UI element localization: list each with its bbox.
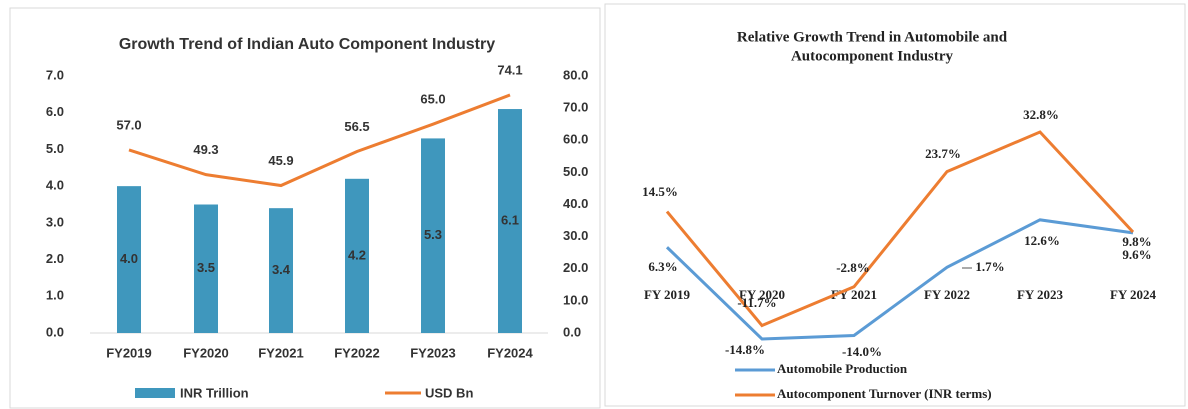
bar-label: 3.5	[197, 260, 215, 275]
left-chart: Growth Trend of Indian Auto Component In…	[46, 36, 588, 400]
bar	[345, 178, 369, 333]
right-frame	[604, 3, 1186, 407]
x-tick-label: FY2020	[183, 345, 229, 360]
data-label: 6.3%	[648, 259, 677, 274]
y-tick-label: 7.0	[46, 67, 64, 82]
chart-title: Autocomponent Industry	[791, 48, 954, 64]
line	[665, 218, 1134, 341]
y2-tick-label: 20.0	[563, 260, 588, 275]
line-label: 65.0	[420, 92, 445, 107]
y-tick-label: 1.0	[46, 288, 64, 303]
left-frame	[9, 7, 601, 409]
chart-title: Growth Trend of Indian Auto Component In…	[119, 36, 495, 53]
line	[128, 93, 511, 188]
y-tick-label: 2.0	[46, 251, 64, 266]
x-tick-label: FY2023	[410, 345, 456, 360]
data-label: 32.8%	[1023, 107, 1059, 122]
y2-tick-label: 50.0	[563, 164, 588, 179]
data-label: 1.7%	[975, 259, 1004, 274]
y-tick-label: 5.0	[46, 141, 64, 156]
y2-tick-label: 30.0	[563, 228, 588, 243]
y-tick-label: 4.0	[46, 178, 64, 193]
legend-label: USD Bn	[425, 385, 473, 400]
data-label: 12.6%	[1024, 233, 1060, 248]
line	[665, 130, 1135, 328]
bar	[421, 138, 445, 333]
data-label: 9.6%	[1122, 247, 1151, 262]
x-tick-label: FY 2019	[644, 287, 691, 302]
bar	[498, 109, 522, 334]
chart-title: Relative Growth Trend in Automobile and	[737, 29, 1008, 45]
legend-label: Automobile Production	[777, 361, 908, 376]
data-label: 14.5%	[642, 184, 678, 199]
x-tick-label: FY 2022	[924, 287, 970, 302]
data-label: 23.7%	[925, 146, 961, 161]
legend-label: Autocomponent Turnover (INR terms)	[777, 386, 992, 401]
bar	[269, 208, 293, 333]
bar-label: 3.4	[272, 262, 291, 277]
y2-tick-label: 10.0	[563, 292, 588, 307]
y2-tick-label: 60.0	[563, 132, 588, 147]
bar-label: 5.3	[424, 227, 442, 242]
data-label: -14.0%	[842, 344, 882, 359]
y2-tick-label: 0.0	[563, 324, 581, 339]
right-chart: Relative Growth Trend in Automobile and …	[642, 29, 1156, 401]
y2-tick-label: 40.0	[563, 196, 588, 211]
legend-label: INR Trillion	[180, 385, 249, 400]
data-label: -14.8%	[725, 342, 765, 357]
line-label: 56.5	[344, 119, 369, 134]
x-tick-label: FY2019	[106, 345, 152, 360]
line-label: 57.0	[116, 117, 141, 132]
legend-swatch	[135, 388, 175, 398]
y2-tick-label: 80.0	[563, 67, 588, 82]
bar	[117, 186, 141, 333]
bar-label: 6.1	[501, 212, 519, 227]
data-label: 9.8%	[1122, 234, 1151, 249]
x-tick-label: FY 2020	[739, 287, 785, 302]
line-label: 45.9	[268, 153, 293, 168]
y2-tick-label: 70.0	[563, 100, 588, 115]
y-tick-label: 6.0	[46, 104, 64, 119]
x-tick-label: FY 2023	[1017, 287, 1064, 302]
bar-label: 4.2	[348, 247, 366, 262]
x-tick-label: FY2022	[334, 345, 380, 360]
y-tick-label: 0.0	[46, 324, 64, 339]
x-tick-label: FY2021	[258, 345, 304, 360]
x-tick-label: FY 2024	[1110, 287, 1157, 302]
bar	[194, 204, 218, 333]
x-tick-label: FY2024	[487, 345, 533, 360]
y-tick-label: 3.0	[46, 214, 64, 229]
bar-label: 4.0	[120, 251, 138, 266]
data-label: -2.8%	[836, 260, 870, 275]
line-label: 49.3	[193, 142, 218, 157]
line-label: 74.1	[497, 62, 522, 77]
data-label: -11.7%	[737, 295, 776, 310]
